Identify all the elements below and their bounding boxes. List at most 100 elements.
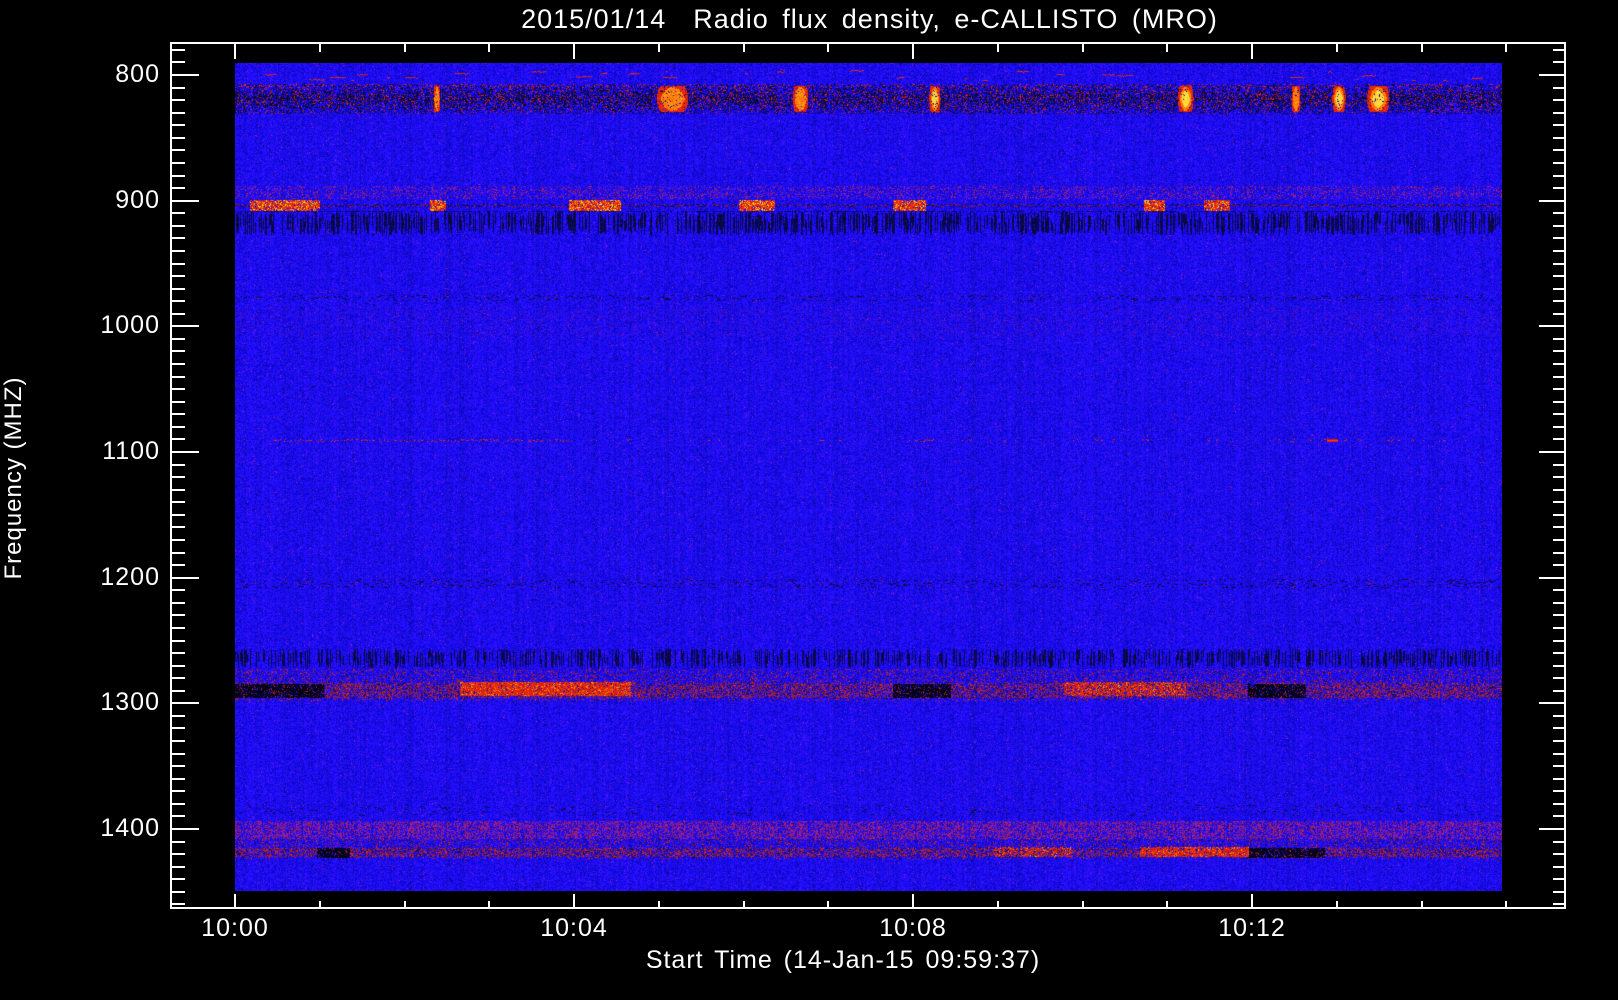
axis-tick [488,901,491,909]
axis-tick [1553,136,1566,139]
axis-tick [1553,765,1566,768]
page-title: 2015/01/14 Radio flux density, e-CALLIST… [521,4,1218,34]
axis-tick [657,44,660,52]
axis-tick [234,894,236,909]
axis-tick [172,199,199,202]
axis-tick [1335,901,1338,909]
axis-tick [1553,425,1566,428]
axis-tick [172,262,185,265]
axis-tick [1539,451,1566,453]
axis-tick [1505,901,1508,909]
axis-tick [1553,652,1566,655]
axis-tick [1553,237,1566,240]
axis-tick [1553,488,1566,491]
axis-tick [1081,901,1084,909]
axis-tick [172,363,185,366]
axis-tick [172,903,185,906]
axis-tick [172,501,185,504]
axis-tick [1539,74,1566,76]
axis-tick [1553,48,1566,51]
axis-tick [172,187,185,190]
axis-tick [403,44,406,52]
axis-tick [172,853,185,856]
axis-tick [1553,639,1566,642]
axis-tick [318,901,321,909]
axis-tick [1553,363,1566,366]
axis-tick [1166,901,1169,909]
axis-tick [172,878,185,881]
axis-tick [1553,865,1566,868]
axis-tick [1081,44,1084,52]
y-tick-label: 1100 [102,437,160,465]
axis-tick [172,300,185,303]
axis-tick [1553,664,1566,667]
axis-tick [1553,501,1566,504]
axis-tick [172,237,185,240]
axis-tick [742,44,745,52]
axis-tick [172,463,185,466]
axis-tick [172,99,185,102]
axis-tick [1166,44,1169,52]
y-axis-title: Frequency (MHZ) [0,376,27,580]
axis-tick [1553,740,1566,743]
axis-tick [172,564,185,567]
axis-tick [172,136,185,139]
x-tick-label: 10:04 [540,914,608,942]
axis-tick [172,400,185,403]
axis-tick [1553,589,1566,592]
axis-tick [172,275,185,278]
axis-tick [172,86,185,89]
axis-tick [1553,476,1566,479]
x-tick-label: 10:00 [201,914,269,942]
axis-tick [1553,187,1566,190]
axis-tick [1553,802,1566,805]
axis-tick [172,249,185,252]
axis-tick [172,689,185,692]
axis-tick [1553,388,1566,391]
axis-tick [1553,790,1566,793]
y-tick-label: 1400 [100,814,160,843]
spectrogram-canvas [235,63,1502,891]
axis-tick [172,677,185,680]
axis-tick [172,149,185,152]
axis-tick [172,714,185,717]
axis-tick [657,901,660,909]
axis-tick [1553,212,1566,215]
axis-tick [172,425,185,428]
axis-tick [172,438,185,441]
axis-tick [1539,828,1566,831]
axis-tick [742,901,745,909]
axis-tick [172,626,185,629]
axis-tick [1553,262,1566,265]
axis-tick [1553,438,1566,441]
axis-tick [996,901,999,909]
axis-tick [172,601,185,604]
axis-tick [1553,840,1566,843]
axis-tick [172,538,185,541]
axis-tick [1553,300,1566,303]
axis-tick [1553,149,1566,152]
axis-tick [1553,174,1566,177]
axis-tick [1553,513,1566,516]
axis-tick [172,476,185,479]
axis-tick [172,526,185,529]
axis-tick [1335,44,1338,52]
axis-tick [172,413,185,416]
axis-tick [1553,161,1566,164]
axis-tick [996,44,999,52]
axis-tick [1553,463,1566,466]
axis-tick [172,777,185,780]
axis-tick [1553,526,1566,529]
axis-tick [172,224,185,227]
axis-tick [172,312,185,315]
axis-tick [1420,44,1423,52]
axis-tick [1539,325,1566,328]
axis-tick [1553,614,1566,617]
axis-tick [1553,275,1566,278]
axis-tick [573,894,575,909]
x-tick-label: 10:08 [879,914,947,942]
axis-tick [172,752,185,755]
axis-tick [1553,689,1566,692]
axis-tick [172,513,185,516]
